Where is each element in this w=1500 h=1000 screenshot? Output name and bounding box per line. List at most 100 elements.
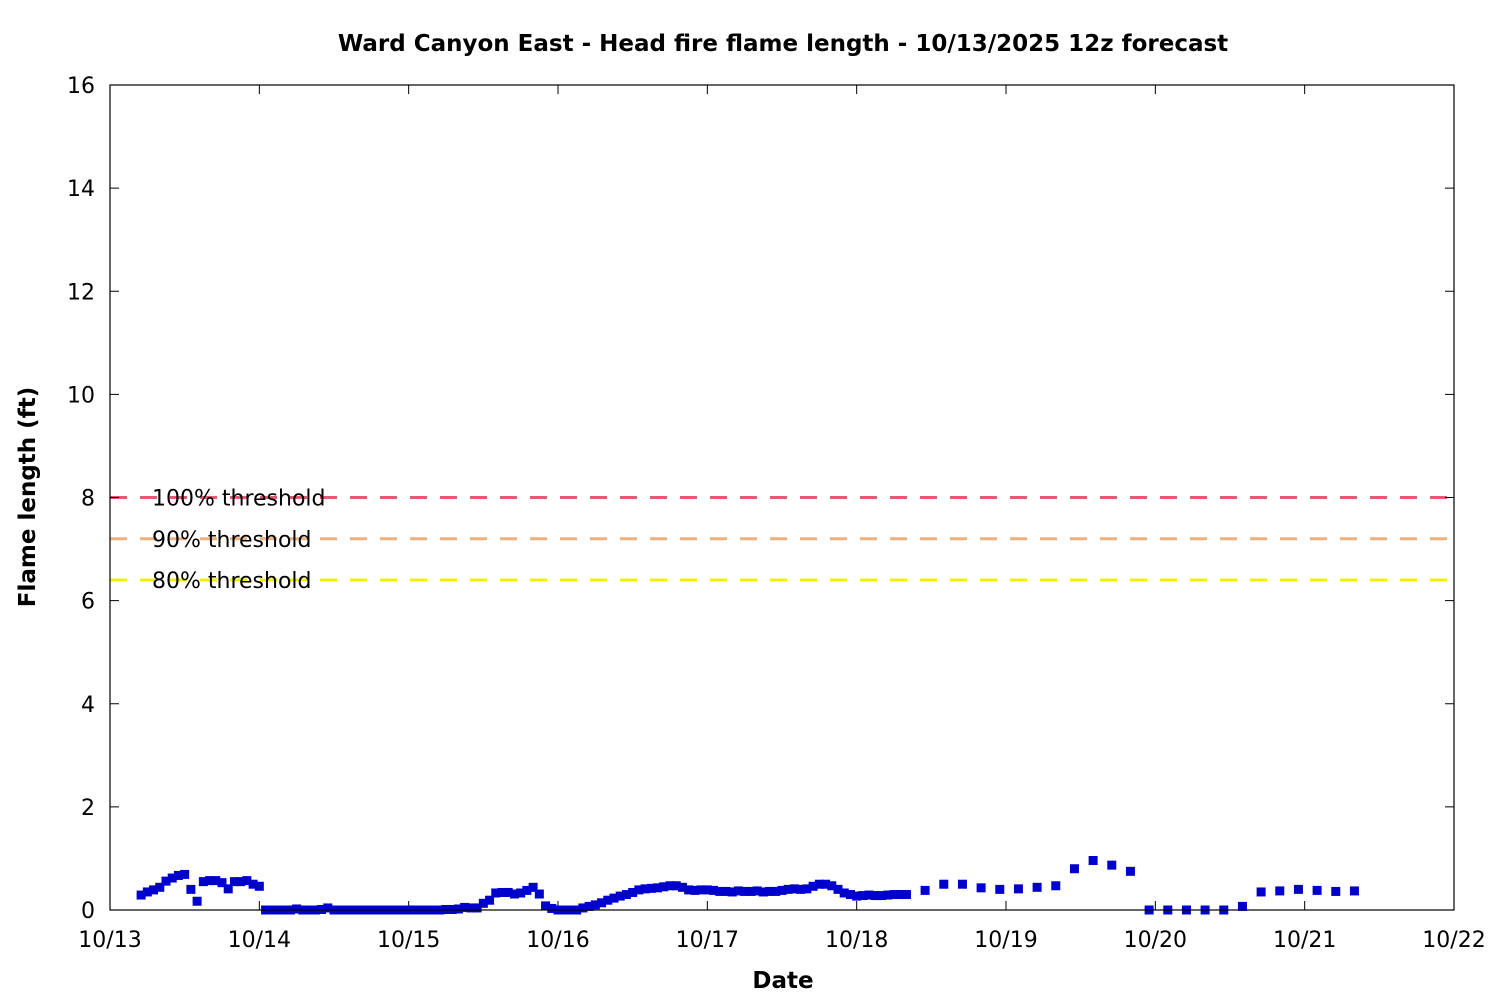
data-point bbox=[653, 883, 663, 893]
data-point bbox=[796, 884, 806, 894]
data-point bbox=[684, 885, 694, 895]
data-point bbox=[889, 890, 899, 900]
data-point bbox=[808, 881, 818, 891]
data-point bbox=[864, 890, 874, 900]
data-point bbox=[155, 882, 165, 892]
data-point bbox=[211, 876, 221, 886]
data-point bbox=[727, 887, 737, 897]
data-point bbox=[895, 890, 905, 900]
data-point bbox=[478, 898, 488, 908]
data-point bbox=[205, 876, 215, 886]
data-point bbox=[1275, 886, 1285, 896]
data-point bbox=[870, 891, 880, 901]
data-point bbox=[503, 887, 513, 897]
data-point bbox=[522, 885, 532, 895]
data-point bbox=[229, 877, 239, 887]
data-point bbox=[136, 890, 146, 900]
data-point bbox=[621, 890, 631, 900]
data-point bbox=[186, 884, 196, 894]
x-tick-label: 10/20 bbox=[1124, 928, 1187, 953]
data-point bbox=[485, 895, 495, 905]
data-point bbox=[142, 887, 152, 897]
data-point bbox=[472, 903, 482, 913]
data-point bbox=[198, 877, 208, 887]
data-point bbox=[173, 870, 183, 880]
data-point bbox=[758, 887, 768, 897]
y-tick-label: 0 bbox=[81, 899, 95, 924]
x-tick-label: 10/21 bbox=[1273, 928, 1336, 953]
x-tick-label: 10/17 bbox=[676, 928, 739, 953]
threshold-label: 90% threshold bbox=[152, 528, 312, 553]
axis-ticks: 10/13 10/14 10/15 10/16 10/17 10/18 10/19 10/20… bbox=[67, 74, 1486, 953]
data-point bbox=[466, 903, 476, 913]
y-tick-label: 6 bbox=[81, 590, 95, 615]
data-point bbox=[939, 879, 949, 889]
chart-title: Ward Canyon East - Head fire flame lengt… bbox=[338, 31, 1228, 57]
data-point bbox=[833, 884, 843, 894]
y-tick-label: 10 bbox=[67, 383, 95, 408]
data-point bbox=[1069, 864, 1079, 874]
data-point bbox=[783, 884, 793, 894]
data-point bbox=[845, 890, 855, 900]
data-point bbox=[777, 885, 787, 895]
data-point bbox=[615, 891, 625, 901]
data-point bbox=[509, 889, 519, 899]
data-point bbox=[765, 886, 775, 896]
data-point bbox=[254, 881, 264, 891]
data-point bbox=[534, 889, 544, 899]
data-point bbox=[609, 893, 619, 903]
data-point bbox=[236, 877, 246, 887]
threshold-lines: 100% threshold 90% threshold 80% threshold bbox=[110, 487, 1454, 594]
data-point bbox=[1107, 860, 1117, 870]
data-point bbox=[1088, 856, 1098, 865]
data-point bbox=[901, 890, 911, 900]
data-point bbox=[877, 891, 887, 901]
data-point bbox=[702, 885, 712, 895]
data-point bbox=[733, 886, 743, 896]
data-point bbox=[541, 901, 551, 911]
data-point bbox=[528, 882, 538, 892]
data-point bbox=[721, 886, 731, 896]
data-point bbox=[976, 883, 986, 893]
data-point bbox=[248, 879, 258, 889]
data-point bbox=[491, 888, 501, 898]
data-point bbox=[858, 891, 868, 901]
data-point bbox=[1051, 881, 1061, 891]
data-point bbox=[1293, 884, 1303, 894]
data-point bbox=[715, 886, 725, 896]
data-point bbox=[1125, 866, 1135, 876]
data-point bbox=[516, 888, 526, 898]
data-point bbox=[590, 900, 600, 910]
data-point bbox=[603, 895, 613, 905]
data-point bbox=[628, 887, 638, 897]
x-axis-label: Date bbox=[752, 968, 813, 994]
data-point bbox=[453, 904, 463, 914]
y-tick-label: 4 bbox=[81, 693, 95, 718]
data-point bbox=[192, 896, 202, 906]
data-point bbox=[460, 902, 470, 912]
data-point bbox=[709, 885, 719, 895]
data-point bbox=[665, 881, 675, 891]
data-point bbox=[217, 878, 227, 888]
data-point bbox=[659, 882, 669, 892]
data-point bbox=[995, 884, 1005, 894]
x-tick-label: 10/18 bbox=[825, 928, 888, 953]
data-point bbox=[167, 873, 177, 883]
data-point bbox=[634, 885, 644, 895]
x-tick-label: 10/14 bbox=[228, 928, 291, 953]
data-point bbox=[161, 876, 171, 886]
data-point bbox=[497, 887, 507, 897]
data-point bbox=[671, 881, 681, 891]
data-point bbox=[547, 903, 557, 913]
data-point bbox=[1331, 886, 1341, 896]
data-point bbox=[180, 869, 190, 879]
y-tick-label: 2 bbox=[81, 796, 95, 821]
threshold-label: 80% threshold bbox=[152, 569, 312, 594]
data-point bbox=[852, 891, 862, 901]
x-tick-label: 10/16 bbox=[526, 928, 589, 953]
data-point bbox=[696, 885, 706, 895]
y-tick-label: 16 bbox=[67, 74, 95, 99]
data-point bbox=[690, 885, 700, 895]
data-point bbox=[827, 881, 837, 891]
